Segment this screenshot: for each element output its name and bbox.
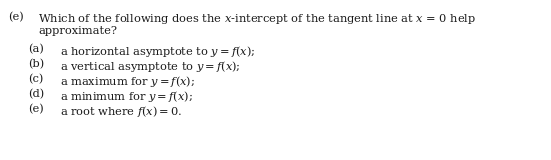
Text: a root where $f(x) = 0$.: a root where $f(x) = 0$. — [60, 104, 182, 119]
Text: Which of the following does the $x$-intercept of the tangent line at $x$ = 0 hel: Which of the following does the $x$-inte… — [38, 12, 476, 26]
Text: (e): (e) — [28, 104, 44, 114]
Text: (b): (b) — [28, 59, 44, 69]
Text: (c): (c) — [28, 74, 44, 84]
Text: a vertical asymptote to $y = f(x)$;: a vertical asymptote to $y = f(x)$; — [60, 59, 241, 74]
Text: a maximum for $y = f(x)$;: a maximum for $y = f(x)$; — [60, 74, 195, 89]
Text: (d): (d) — [28, 89, 44, 99]
Text: a horizontal asymptote to $y = f(x)$;: a horizontal asymptote to $y = f(x)$; — [60, 44, 256, 59]
Text: (e): (e) — [8, 12, 24, 22]
Text: (a): (a) — [28, 44, 44, 54]
Text: approximate?: approximate? — [38, 26, 117, 36]
Text: a minimum for $y = f(x)$;: a minimum for $y = f(x)$; — [60, 89, 193, 104]
